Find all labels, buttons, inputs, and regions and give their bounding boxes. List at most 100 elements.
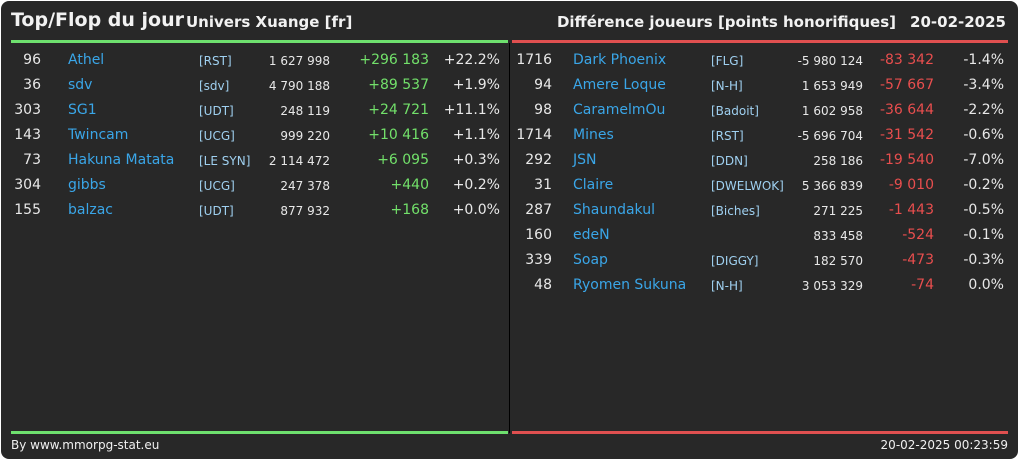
flop-row: 1716 Dark Phoenix [FLG] -5 980 124 -83 342 -1…: [512, 48, 1008, 73]
player-rank: 160: [525, 227, 552, 243]
panel-divider: [509, 43, 510, 433]
player-name-link[interactable]: edeN: [573, 227, 610, 243]
player-total: 999 220: [280, 129, 330, 143]
player-name-link[interactable]: sdv: [68, 77, 93, 93]
player-name-link[interactable]: JSN: [573, 152, 597, 168]
player-total: 258 186: [813, 154, 863, 168]
player-total: 247 378: [280, 179, 330, 193]
alliance-tag: [RST]: [199, 54, 232, 68]
player-rank: 1714: [516, 127, 552, 143]
flop-row: 287 Shaundakul [Biches] 271 225 -1 443 -0.5%: [512, 198, 1008, 223]
player-total: -5 696 704: [797, 129, 863, 143]
player-delta: -57 667: [879, 77, 934, 93]
player-delta: +24 721: [368, 102, 429, 118]
player-name-link[interactable]: Soap: [573, 252, 608, 268]
footer-credit[interactable]: By www.mmorpg-stat.eu: [11, 438, 160, 452]
flop-row: 339 Soap [DIGGY] 182 570 -473 -0.3%: [512, 248, 1008, 273]
player-name-link[interactable]: balzac: [68, 202, 113, 218]
alliance-tag: [UDT]: [199, 204, 234, 218]
player-name-link[interactable]: Twincam: [68, 127, 129, 143]
flop-accent-line: [512, 40, 1008, 43]
player-delta: -36 644: [879, 102, 934, 118]
player-percent: -0.3%: [963, 252, 1004, 268]
player-rank: 94: [534, 77, 552, 93]
player-name-link[interactable]: CaramelmOu: [573, 102, 666, 118]
player-percent: +1.1%: [452, 127, 500, 143]
alliance-tag: [DWELWOK]: [711, 179, 784, 193]
flop-row: 94 Amere Loque [N-H] 1 653 949 -57 667 -3.4%: [512, 73, 1008, 98]
player-name-link[interactable]: Mines: [573, 127, 614, 143]
player-rank: 31: [534, 177, 552, 193]
player-rank: 143: [14, 127, 41, 143]
player-name-link[interactable]: Athel: [68, 52, 105, 68]
flop-panel: 1716 Dark Phoenix [FLG] -5 980 124 -83 342 -1…: [512, 48, 1008, 298]
player-percent: -1.4%: [963, 52, 1004, 68]
top-row: 155 balzac [UDT] 877 932 +168 +0.0%: [11, 198, 508, 223]
player-rank: 339: [525, 252, 552, 268]
player-percent: -0.6%: [963, 127, 1004, 143]
player-percent: -3.4%: [963, 77, 1004, 93]
alliance-tag: [Badoit]: [711, 104, 759, 118]
player-rank: 96: [23, 52, 41, 68]
player-total: -5 980 124: [797, 54, 863, 68]
flop-row: 1714 Mines [RST] -5 696 704 -31 542 -0.6%: [512, 123, 1008, 148]
player-percent: 0.0%: [968, 277, 1004, 293]
alliance-tag: [DDN]: [711, 154, 748, 168]
alliance-tag: [FLG]: [711, 54, 744, 68]
top-row: 303 SG1 [UDT] 248 119 +24 721 +11.1%: [11, 98, 508, 123]
player-name-link[interactable]: Claire: [573, 177, 614, 193]
player-name-link[interactable]: Dark Phoenix: [573, 52, 667, 68]
flop-row: 98 CaramelmOu [Badoit] 1 602 958 -36 644 -2.2…: [512, 98, 1008, 123]
player-percent: -0.2%: [963, 177, 1004, 193]
player-delta: +89 537: [368, 77, 429, 93]
player-rank: 292: [525, 152, 552, 168]
player-name-link[interactable]: gibbs: [68, 177, 106, 193]
player-percent: +0.2%: [452, 177, 500, 193]
player-total: 5 366 839: [801, 179, 863, 193]
top-row: 143 Twincam [UCG] 999 220 +10 416 +1.1%: [11, 123, 508, 148]
player-total: 248 119: [280, 104, 330, 118]
alliance-tag: [DIGGY]: [711, 254, 759, 268]
player-total: 1 602 958: [801, 104, 863, 118]
header: Top/Flop du jour Univers Xuange [fr] Dif…: [1, 1, 1018, 41]
player-delta: -524: [902, 227, 934, 243]
page-title: Top/Flop du jour: [11, 9, 184, 31]
player-percent: +11.1%: [443, 102, 500, 118]
alliance-tag: [RST]: [711, 129, 744, 143]
player-name-link[interactable]: Amere Loque: [573, 77, 666, 93]
flop-row: 292 JSN [DDN] 258 186 -19 540 -7.0%: [512, 148, 1008, 173]
flop-bottom-line: [512, 431, 1008, 434]
top-accent-line: [11, 40, 508, 43]
player-rank: 73: [23, 152, 41, 168]
player-name-link[interactable]: Shaundakul: [573, 202, 655, 218]
top-row: 96 Athel [RST] 1 627 998 +296 183 +22.2%: [11, 48, 508, 73]
player-rank: 303: [14, 102, 41, 118]
player-name-link[interactable]: Hakuna Matata: [68, 152, 175, 168]
player-delta: +6 095: [377, 152, 429, 168]
flop-row: 48 Ryomen Sukuna [N-H] 3 053 329 -74 0.0%: [512, 273, 1008, 298]
player-total: 1 653 949: [801, 79, 863, 93]
player-delta: -9 010: [888, 177, 934, 193]
player-name-link[interactable]: Ryomen Sukuna: [573, 277, 687, 293]
alliance-tag: [sdv]: [199, 79, 230, 93]
player-name-link[interactable]: SG1: [68, 102, 97, 118]
alliance-tag: [UCG]: [199, 179, 235, 193]
alliance-tag: [UCG]: [199, 129, 235, 143]
top-panel: 96 Athel [RST] 1 627 998 +296 183 +22.2% 36 sdv…: [11, 48, 508, 223]
player-total: 3 053 329: [801, 279, 863, 293]
player-percent: +1.9%: [452, 77, 500, 93]
player-rank: 1716: [516, 52, 552, 68]
player-total: 833 458: [813, 229, 863, 243]
player-rank: 98: [534, 102, 552, 118]
player-percent: -0.5%: [963, 202, 1004, 218]
alliance-tag: [LE SYN]: [199, 154, 251, 168]
top-bottom-line: [11, 431, 508, 434]
top-row: 304 gibbs [UCG] 247 378 +440 +0.2%: [11, 173, 508, 198]
player-percent: -2.2%: [963, 102, 1004, 118]
top-row: 73 Hakuna Matata [LE SYN] 2 114 472 +6 095 +0…: [11, 148, 508, 173]
player-delta: -83 342: [879, 52, 934, 68]
player-delta: +10 416: [368, 127, 429, 143]
alliance-tag: [N-H]: [711, 279, 743, 293]
player-percent: +22.2%: [443, 52, 500, 68]
